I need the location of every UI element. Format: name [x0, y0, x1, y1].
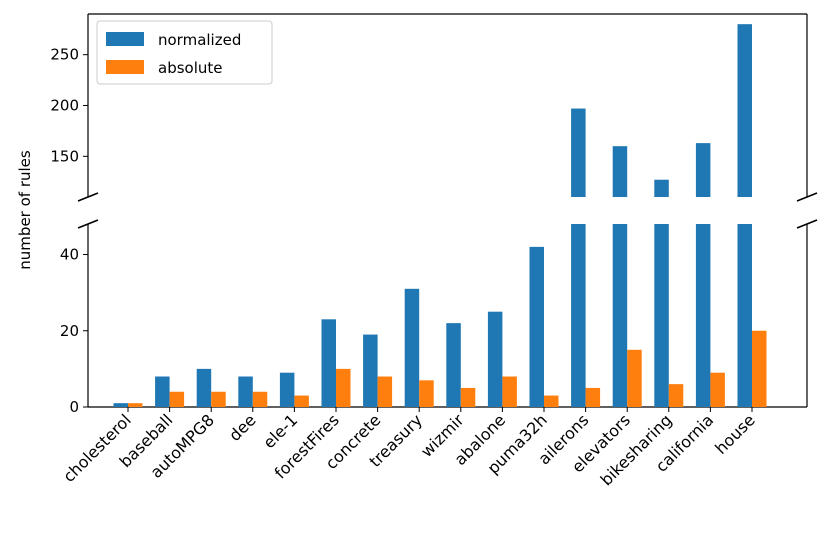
bar-absolute-ele-1-lower: [294, 395, 309, 407]
bar-normalized-house-lower: [737, 224, 752, 407]
bar-normalized-cholesterol-lower: [113, 403, 128, 407]
y-axis-label: number of rules: [16, 150, 34, 270]
bar-normalized-california-upper: [695, 143, 711, 197]
bar-absolute-baseball-lower: [169, 391, 185, 407]
break-mark-lower-right: [796, 219, 818, 229]
legend-swatch-absolute: [106, 60, 144, 74]
break-mark-upper-left: [77, 192, 99, 202]
bar-normalized-dee-lower: [238, 376, 253, 407]
bar-absolute-dee-lower: [252, 391, 268, 407]
break-mark-lower-left: [77, 219, 99, 229]
bar-absolute-ailerons-lower: [585, 387, 601, 407]
bar-absolute-wizmir-lower: [460, 387, 476, 407]
bar-normalized-abalone-lower: [487, 311, 503, 407]
upper-panel: 150 200 250: [50, 13, 808, 198]
y-tick-label-upper-250: 250: [50, 46, 79, 64]
bar-normalized-treasury-lower: [404, 288, 420, 407]
bar-absolute-concrete-lower: [377, 376, 393, 407]
x-tick-label-dee: dee: [225, 410, 260, 445]
bar-absolute-forestFires-lower: [336, 368, 351, 408]
break-mark-upper-right: [796, 192, 818, 202]
bar-normalized-baseball-lower: [155, 376, 170, 407]
bar-absolute-abalone-lower: [502, 376, 517, 407]
bar-normalized-bikesharing-upper: [654, 179, 669, 197]
y-tick-label-lower-20: 20: [60, 322, 79, 340]
bar-absolute-cholesterol-lower: [128, 403, 143, 407]
y-tick-label-lower-0: 0: [69, 398, 79, 416]
bar-normalized-bikesharing-lower: [654, 224, 669, 407]
bar-normalized-ailerons-lower: [571, 224, 586, 407]
bar-normalized-wizmir-lower: [446, 323, 461, 408]
legend-swatch-normalized: [106, 32, 144, 46]
y-tick-label-upper-150: 150: [50, 147, 79, 165]
bar-absolute-house-lower: [752, 330, 767, 407]
bar-absolute-puma32h-lower: [544, 395, 559, 407]
bar-normalized-house-upper: [737, 24, 752, 198]
legend-label-absolute: absolute: [158, 59, 223, 77]
bar-normalized-forestFires-lower: [321, 319, 336, 407]
bar-normalized-concrete-lower: [363, 334, 378, 407]
x-tick-label-house: house: [711, 410, 759, 458]
bar-normalized-puma32h-lower: [529, 246, 544, 408]
bar-absolute-elevators-lower: [627, 349, 642, 407]
y-tick-label-lower-40: 40: [60, 246, 79, 264]
bar-normalized-elevators-upper: [612, 146, 628, 197]
bar-absolute-treasury-lower: [419, 380, 434, 407]
axis-break-marks: [77, 192, 818, 229]
bar-normalized-ele-1-lower: [279, 372, 295, 407]
legend: normalized absolute: [96, 20, 273, 85]
x-tick-label-cholesterol: cholesterol: [59, 410, 135, 486]
bar-normalized-california-lower: [695, 224, 711, 407]
bar-absolute-bikesharing-lower: [668, 384, 684, 408]
bar-absolute-california-lower: [710, 372, 725, 407]
bar-absolute-autoMPG8-lower: [211, 391, 226, 407]
legend-label-normalized: normalized: [158, 31, 241, 49]
bar-normalized-ailerons-upper: [571, 108, 586, 197]
y-tick-label-upper-200: 200: [50, 97, 79, 115]
bar-normalized-autoMPG8-lower: [196, 368, 212, 408]
bar-normalized-elevators-lower: [612, 224, 628, 407]
